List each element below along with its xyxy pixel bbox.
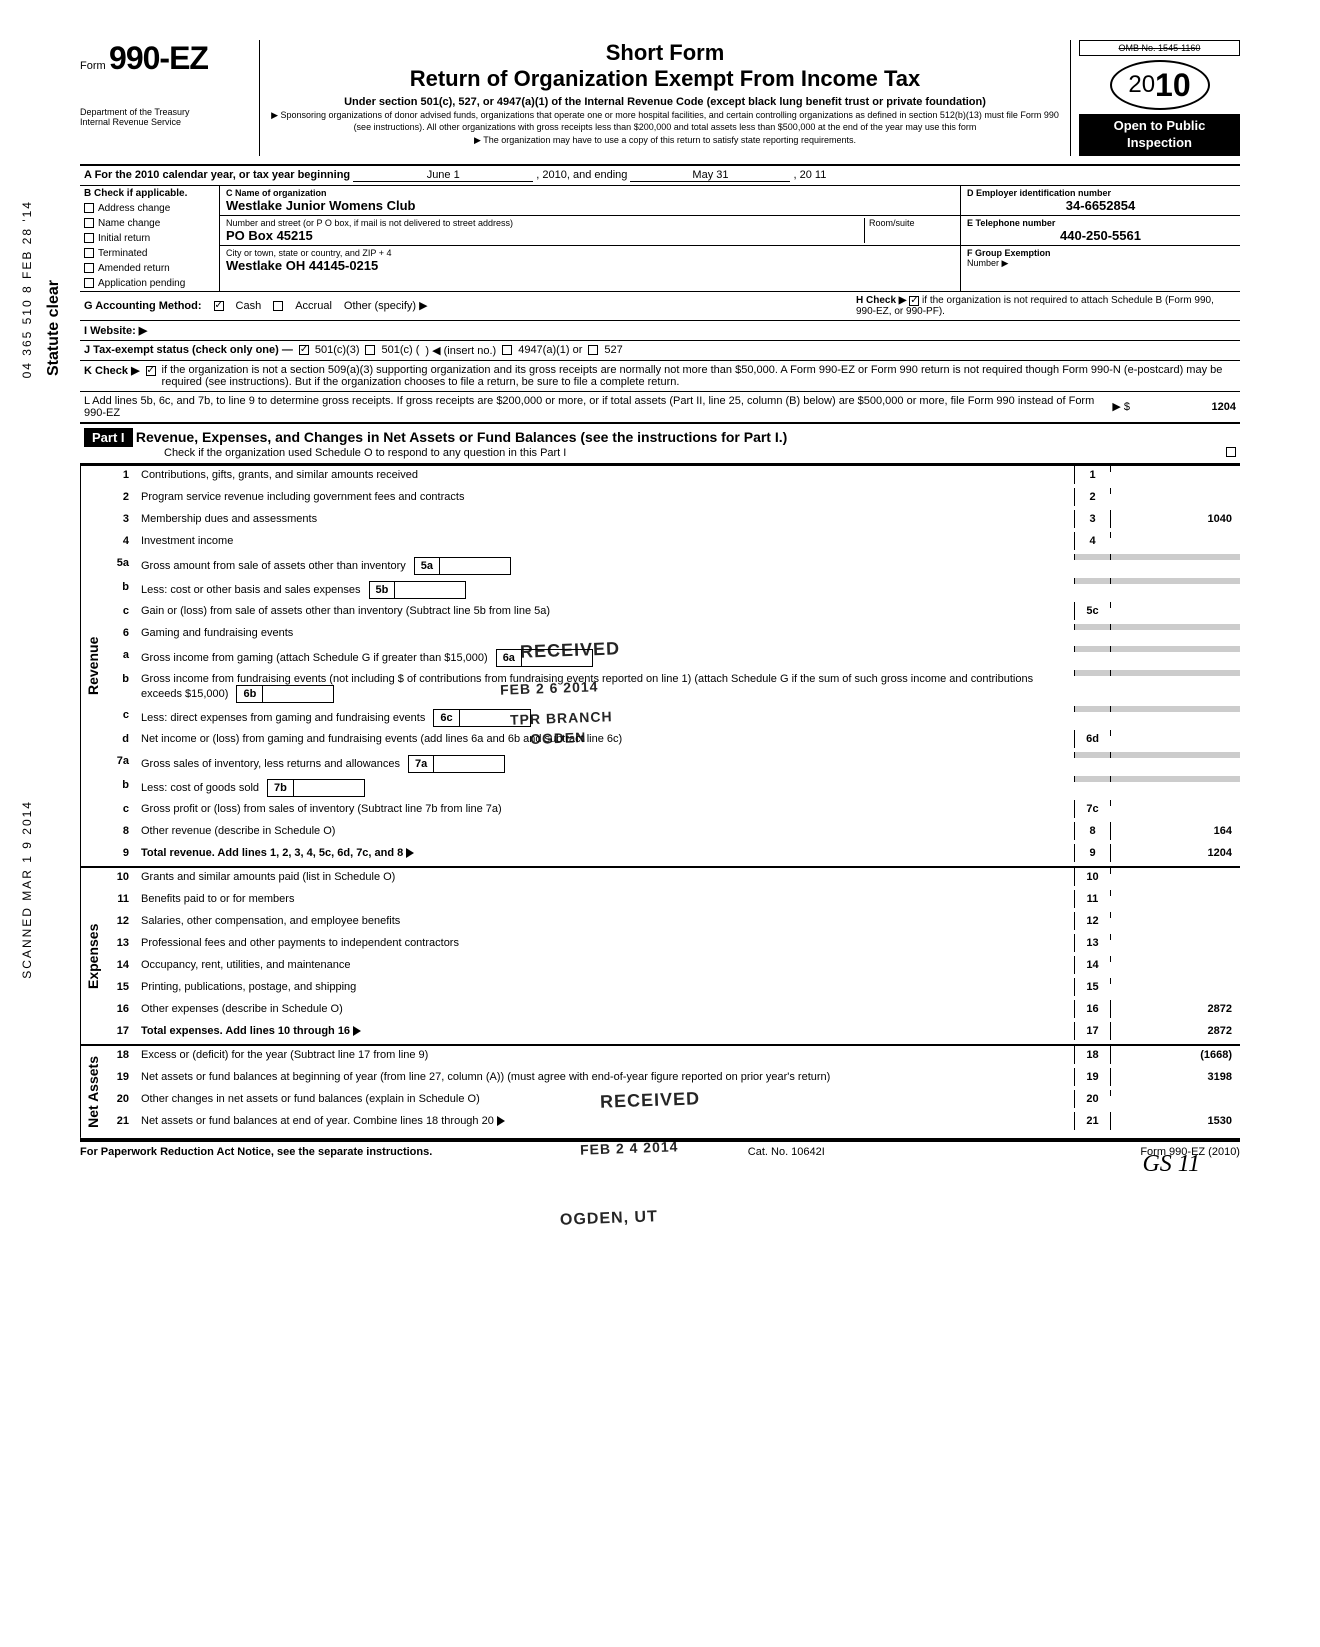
tax-year: 2010 <box>1110 60 1210 110</box>
org-info-block: B Check if applicable. Address change Na… <box>80 186 1240 292</box>
footer-cat: Cat. No. 10642I <box>748 1146 825 1158</box>
check-h[interactable] <box>909 296 919 306</box>
check-k[interactable] <box>146 366 156 376</box>
stamp-received-2: RECEIVED <box>600 1088 701 1112</box>
row-a-tax-year: A For the 2010 calendar year, or tax yea… <box>80 166 1240 186</box>
check-4947[interactable] <box>502 345 512 355</box>
footer-paperwork: For Paperwork Reduction Act Notice, see … <box>80 1146 432 1158</box>
stamp-ogden-1: OGDEN <box>530 729 587 747</box>
org-city: Westlake OH 44145-0215 <box>226 258 954 273</box>
handwritten-gs11: GS 11 <box>1142 1151 1200 1178</box>
check-name-change[interactable]: Name change <box>80 216 219 231</box>
part1-label: Part I <box>84 428 133 447</box>
netassets-label: Net Assets <box>80 1046 105 1138</box>
revenue-label: Revenue <box>80 466 105 866</box>
check-application-pending[interactable]: Application pending <box>80 276 219 291</box>
subtitle: Under section 501(c), 527, or 4947(a)(1)… <box>268 96 1062 108</box>
form-header: Form 990-EZ Department of the Treasury I… <box>80 40 1240 166</box>
f-label2: Number ▶ <box>967 258 1234 269</box>
return-title: Return of Organization Exempt From Incom… <box>268 66 1062 92</box>
row-l: L Add lines 5b, 6c, and 7b, to line 9 to… <box>80 392 1240 424</box>
b-label: B Check if applicable. <box>80 186 219 201</box>
expenses-section: Expenses 10Grants and similar amounts pa… <box>80 866 1240 1044</box>
check-amended[interactable]: Amended return <box>80 261 219 276</box>
d-label: D Employer identification number <box>967 188 1234 198</box>
note-copy: ▶ The organization may have to use a cop… <box>268 135 1062 146</box>
side-stamp-number: 04 365 510 8 FEB 28 '14 <box>20 200 34 378</box>
ein: 34-6652854 <box>967 198 1234 213</box>
check-cash[interactable] <box>214 301 224 311</box>
row-i-website: I Website: ▶ <box>80 321 1240 341</box>
open-public: Open to Public Inspection <box>1079 114 1240 156</box>
dept-treasury: Department of the Treasury <box>80 107 251 117</box>
city-label: City or town, state or country, and ZIP … <box>226 248 954 258</box>
check-527[interactable] <box>588 345 598 355</box>
addr-label: Number and street (or P O box, if mail i… <box>226 218 864 228</box>
side-scanned: SCANNED MAR 1 9 2014 <box>20 800 34 979</box>
check-terminated[interactable]: Terminated <box>80 246 219 261</box>
revenue-section: Revenue 1Contributions, gifts, grants, a… <box>80 464 1240 866</box>
room-label: Room/suite <box>869 218 954 228</box>
org-address: PO Box 45215 <box>226 228 864 243</box>
expenses-label: Expenses <box>80 868 105 1044</box>
gross-receipts: 1204 <box>1136 401 1236 413</box>
check-initial-return[interactable]: Initial return <box>80 231 219 246</box>
check-501c3[interactable] <box>299 345 309 355</box>
check-accrual[interactable] <box>273 301 283 311</box>
stamp-received-1: RECEIVED <box>520 638 621 662</box>
form-prefix: Form <box>80 60 106 72</box>
part1-title: Revenue, Expenses, and Changes in Net As… <box>136 429 787 445</box>
row-g-h: G Accounting Method: Cash Accrual Other … <box>80 292 1240 321</box>
c-label: C Name of organization <box>226 188 954 198</box>
side-statute-clear: Statute clear <box>45 280 63 376</box>
form-number: 990-EZ <box>109 40 208 76</box>
org-name: Westlake Junior Womens Club <box>226 198 954 213</box>
row-k: K Check ▶ if the organization is not a s… <box>80 361 1240 392</box>
omb-number: OMB No. 1545-1160 <box>1079 40 1240 56</box>
check-schedule-o[interactable] <box>1226 447 1236 457</box>
e-label: E Telephone number <box>967 218 1234 228</box>
check-address-change[interactable]: Address change <box>80 201 219 216</box>
handwritten-1105: 1105 <box>1256 0 1310 2</box>
short-form-label: Short Form <box>268 40 1062 66</box>
note-sponsoring: ▶ Sponsoring organizations of donor advi… <box>268 110 1062 133</box>
part1-header-row: Part I Revenue, Expenses, and Changes in… <box>80 424 1240 464</box>
dept-irs: Internal Revenue Service <box>80 117 251 127</box>
f-label: F Group Exemption <box>967 248 1234 258</box>
phone: 440-250-5561 <box>967 228 1234 243</box>
check-501c[interactable] <box>365 345 375 355</box>
row-j-tax-status: J Tax-exempt status (check only one) — 5… <box>80 341 1240 361</box>
stamp-ogden-2: OGDEN, UT <box>560 1208 658 1229</box>
